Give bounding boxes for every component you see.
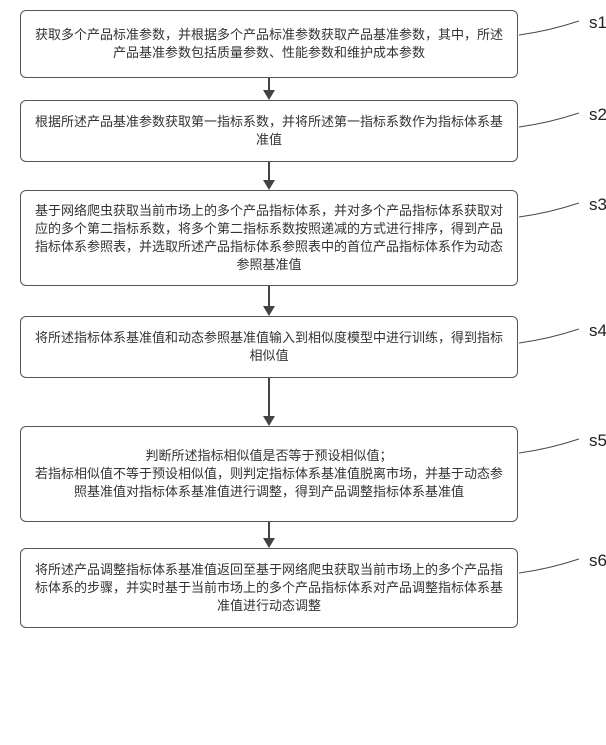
- label-connector-line: [519, 109, 579, 129]
- flow-step-text: 根据所述产品基准参数获取第一指标系数，并将所述第一指标系数作为指标体系基准值: [31, 113, 507, 149]
- label-connector-line: [519, 17, 579, 37]
- flow-step-s2: 根据所述产品基准参数获取第一指标系数，并将所述第一指标系数作为指标体系基准值s2: [20, 100, 518, 162]
- flow-arrow-line: [268, 78, 270, 90]
- flow-step-label-text: s3: [589, 195, 606, 215]
- flow-step-label-s1: s1: [519, 17, 606, 37]
- flow-step-s5: 判断所述指标相似值是否等于预设相似值； 若指标相似值不等于预设相似值，则判定指标…: [20, 426, 518, 522]
- flow-arrow-head: [263, 416, 275, 426]
- flow-arrow-line: [268, 286, 270, 306]
- flow-step-s6: 将所述产品调整指标体系基准值返回至基于网络爬虫获取当前市场上的多个产品指标体系的…: [20, 548, 518, 628]
- flow-arrow: [263, 378, 275, 426]
- flow-arrow-head: [263, 538, 275, 548]
- flow-arrow-head: [263, 90, 275, 100]
- flow-arrow: [263, 522, 275, 548]
- flow-step-text: 判断所述指标相似值是否等于预设相似值； 若指标相似值不等于预设相似值，则判定指标…: [31, 447, 507, 501]
- flow-arrow-head: [263, 180, 275, 190]
- flow-arrow-head: [263, 306, 275, 316]
- flow-arrow-line: [268, 522, 270, 538]
- flow-step-label-text: s6: [589, 551, 606, 571]
- label-connector-line: [519, 199, 579, 219]
- flow-step-label-text: s4: [589, 321, 606, 341]
- label-connector-line: [519, 435, 579, 455]
- flow-step-text: 基于网络爬虫获取当前市场上的多个产品指标体系，并对多个产品指标体系获取对应的多个…: [31, 202, 507, 274]
- flow-step-label-text: s1: [589, 13, 606, 33]
- flow-arrow-line: [268, 378, 270, 416]
- flow-step-label-s2: s2: [519, 109, 606, 129]
- flow-arrow: [263, 162, 275, 190]
- flow-step-text: 获取多个产品标准参数，并根据多个产品标准参数获取产品基准参数，其中，所述产品基准…: [31, 26, 507, 62]
- label-connector-line: [519, 325, 579, 345]
- flowchart-column: 获取多个产品标准参数，并根据多个产品标准参数获取产品基准参数，其中，所述产品基准…: [20, 0, 518, 628]
- flow-step-s1: 获取多个产品标准参数，并根据多个产品标准参数获取产品基准参数，其中，所述产品基准…: [20, 10, 518, 78]
- flow-step-text: 将所述指标体系基准值和动态参照基准值输入到相似度模型中进行训练，得到指标相似值: [31, 329, 507, 365]
- flow-step-text: 将所述产品调整指标体系基准值返回至基于网络爬虫获取当前市场上的多个产品指标体系的…: [31, 561, 507, 615]
- flow-step-label-s4: s4: [519, 325, 606, 345]
- flow-arrow: [263, 78, 275, 100]
- flow-step-label-s5: s5: [519, 435, 606, 455]
- flow-arrow-line: [268, 162, 270, 180]
- flow-step-label-s3: s3: [519, 199, 606, 219]
- flow-step-label-text: s5: [589, 431, 606, 451]
- flow-step-label-text: s2: [589, 105, 606, 125]
- flow-step-s4: 将所述指标体系基准值和动态参照基准值输入到相似度模型中进行训练，得到指标相似值s…: [20, 316, 518, 378]
- flow-arrow: [263, 286, 275, 316]
- flow-step-s3: 基于网络爬虫获取当前市场上的多个产品指标体系，并对多个产品指标体系获取对应的多个…: [20, 190, 518, 286]
- flow-step-label-s6: s6: [519, 555, 606, 575]
- label-connector-line: [519, 555, 579, 575]
